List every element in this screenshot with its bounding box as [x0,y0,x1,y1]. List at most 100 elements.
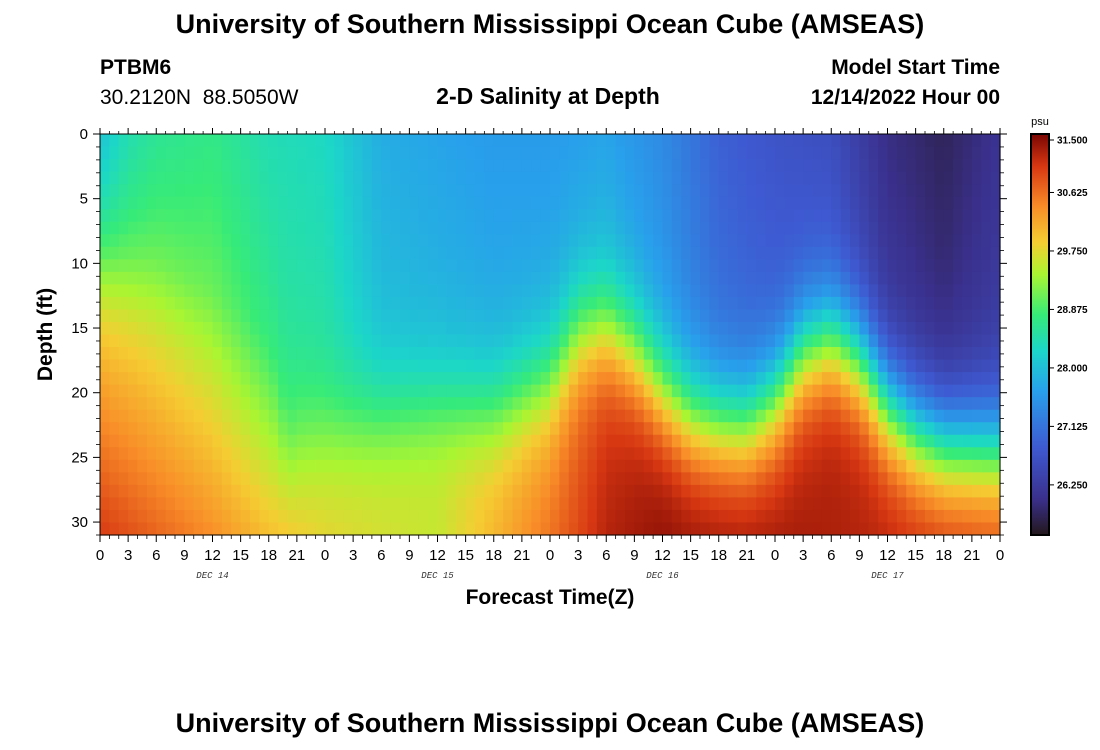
heatmap-cell [175,509,185,524]
heatmap-cell [465,221,476,235]
heatmap-cell [803,334,814,348]
heatmap-cell [596,159,607,173]
heatmap-cell [334,347,345,361]
heatmap-cell [953,372,964,386]
heatmap-cell [896,246,907,260]
heatmap-cell [700,146,710,160]
heatmap-cell [128,397,139,411]
heatmap-cell [475,384,485,398]
heatmap-cell [775,234,785,248]
heatmap-cell [850,221,860,235]
heatmap-cell [446,372,457,386]
heatmap-cell [943,359,954,373]
heatmap-cell [184,134,195,148]
heatmap-cell [803,459,814,473]
heatmap-cell [287,209,298,223]
heatmap-cell [146,372,157,386]
heatmap-cell [250,184,260,198]
heatmap-cell [662,234,673,248]
heatmap-cell [475,447,485,461]
heatmap-cell [765,321,776,336]
heatmap-cell [418,497,429,511]
heatmap-cell [981,321,992,336]
heatmap-cell [128,159,139,173]
heatmap-cell [606,296,617,311]
heatmap-cell [896,472,907,486]
heatmap-cell [671,321,682,336]
heatmap-cell [953,472,964,486]
heatmap-cell [193,246,204,260]
heatmap-cell [821,347,832,361]
heatmap-cell [128,259,139,273]
heatmap-cell [437,146,448,160]
heatmap-cell [718,447,729,461]
heatmap-cell [437,484,448,499]
heatmap-cell [456,321,467,336]
heatmap-cell [296,434,307,448]
heatmap-cell [531,234,542,248]
heatmap-cell [100,134,110,148]
heatmap-cell [709,484,720,499]
heatmap-cell [362,284,373,298]
heatmap-cell [653,334,664,348]
heatmap-cell [268,384,279,398]
heatmap-cell [465,509,476,524]
heatmap-cell [906,372,917,386]
heatmap-cell [428,309,439,323]
heatmap-cell [934,271,945,285]
heatmap-cell [512,184,523,198]
heatmap-cell [587,196,598,210]
heatmap-cell [765,184,776,198]
heatmap-cell [156,184,167,198]
heatmap-cell [559,284,570,298]
heatmap-cell [390,422,401,436]
heatmap-cell [325,184,335,198]
heatmap-cell [287,296,298,311]
heatmap-cell [268,234,279,248]
heatmap-cell [550,284,560,298]
heatmap-cell [606,159,617,173]
heatmap-cell [100,209,110,223]
heatmap-cell [634,271,645,285]
heatmap-cell [737,459,748,473]
heatmap-cell [859,259,870,273]
heatmap-cell [568,184,579,198]
heatmap-cell [568,321,579,336]
heatmap-cell [250,409,260,423]
heatmap-cell [625,196,635,210]
heatmap-cell [100,259,110,273]
heatmap-cell [840,296,851,311]
heatmap-cell [709,246,720,260]
heatmap-cell [118,159,129,173]
heatmap-cell [700,221,710,235]
heatmap-cell [784,409,795,423]
heatmap-cell [728,372,739,386]
heatmap-cell [812,472,823,486]
heatmap-cell [784,397,795,411]
heatmap-cell [362,509,373,524]
heatmap-cell [643,146,654,160]
heatmap-cell [643,296,654,311]
heatmap-cell [775,321,785,336]
heatmap-cell [137,209,148,223]
heatmap-cell [578,134,589,148]
heatmap-cell [915,397,926,411]
heatmap-cell [118,296,129,311]
heatmap-cell [550,409,560,423]
heatmap-cell [643,459,654,473]
heatmap-cell [943,384,954,398]
heatmap-cell [793,384,804,398]
heatmap-cell [615,372,626,386]
heatmap-cell [146,246,157,260]
heatmap-cell [353,509,364,524]
heatmap-cell [353,422,364,436]
heatmap-cell [212,372,223,386]
heatmap-cell [550,259,560,273]
heatmap-cell [250,209,260,223]
heatmap-cell [400,184,410,198]
heatmap-cell [953,146,964,160]
heatmap-cell [428,397,439,411]
heatmap-cell [793,259,804,273]
heatmap-cell [409,146,420,160]
heatmap-cell [221,509,232,524]
